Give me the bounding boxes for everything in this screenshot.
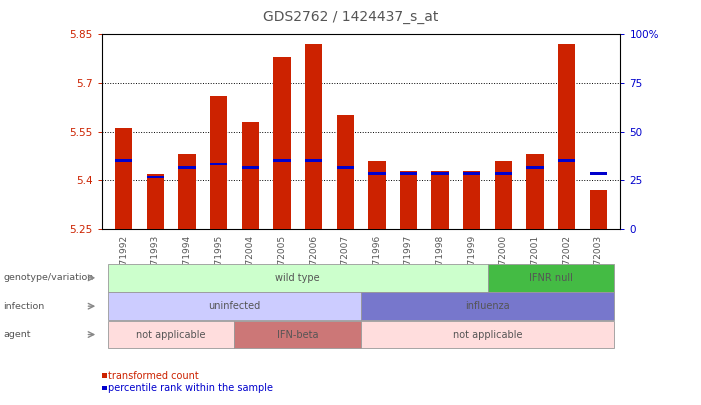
Bar [305, 160, 322, 162]
Bar [368, 173, 386, 175]
Text: genotype/variation: genotype/variation [4, 273, 94, 282]
Bar [242, 122, 259, 229]
Bar [305, 44, 322, 229]
Bar [178, 154, 196, 229]
Text: infection: infection [4, 302, 45, 311]
Bar [400, 173, 417, 175]
Bar [400, 171, 417, 229]
Bar [273, 57, 291, 229]
Bar [273, 160, 291, 162]
Bar [368, 161, 386, 229]
Bar [336, 115, 354, 229]
Text: transformed count: transformed count [107, 371, 198, 381]
Bar [463, 173, 480, 175]
Text: wild type: wild type [275, 273, 320, 283]
Bar [558, 44, 576, 229]
Bar [147, 174, 164, 229]
Bar [210, 96, 227, 229]
Bar [526, 154, 544, 229]
Text: uninfected: uninfected [208, 301, 261, 311]
Bar [495, 173, 512, 175]
Bar [115, 128, 132, 229]
Bar [336, 166, 354, 168]
Text: IFNR null: IFNR null [529, 273, 573, 283]
Bar [178, 166, 196, 168]
Text: not applicable: not applicable [453, 330, 522, 339]
Bar [210, 163, 227, 165]
Bar [590, 173, 607, 175]
Bar [463, 171, 480, 229]
Text: percentile rank within the sample: percentile rank within the sample [107, 383, 273, 393]
Text: influenza: influenza [465, 301, 510, 311]
Text: GDS2762 / 1424437_s_at: GDS2762 / 1424437_s_at [263, 10, 438, 24]
Bar [495, 161, 512, 229]
Bar [147, 176, 164, 178]
Bar [526, 166, 544, 168]
Bar [590, 190, 607, 229]
Bar [115, 160, 132, 162]
Bar [431, 173, 449, 175]
Bar [431, 171, 449, 229]
Text: agent: agent [4, 330, 31, 339]
Text: not applicable: not applicable [137, 330, 206, 339]
Text: IFN-beta: IFN-beta [277, 330, 318, 339]
Bar [558, 160, 576, 162]
Bar [242, 166, 259, 168]
